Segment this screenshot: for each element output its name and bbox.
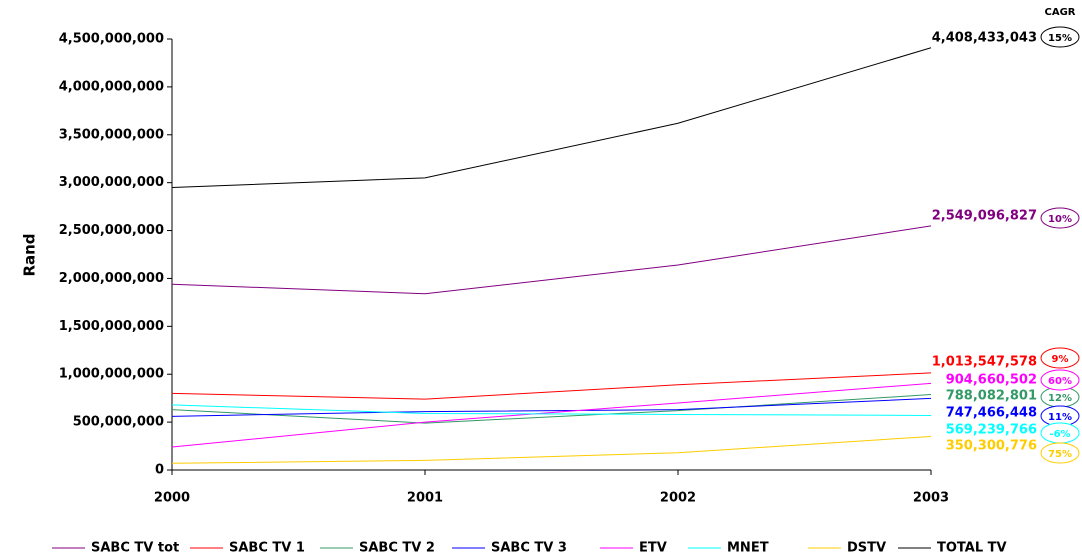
cagr-label: -6%: [1049, 429, 1070, 440]
legend-label: SABC TV 3: [491, 541, 567, 556]
cagr-label: 9%: [1052, 354, 1069, 365]
cagr-oval: [1040, 207, 1080, 229]
x-tick-label: 2002: [660, 491, 696, 506]
cagr-label: 60%: [1048, 376, 1072, 387]
y-tick-label: 4,000,000,000: [59, 79, 164, 94]
series-line: [171, 225, 932, 295]
x-tick-label: 2000: [154, 491, 190, 506]
y-tick-label: 4,500,000,000: [59, 32, 164, 47]
value-label: 788,082,801: [946, 389, 1037, 404]
cagr-label: 12%: [1048, 393, 1072, 404]
value-label: 1,013,547,578: [932, 355, 1037, 370]
x-tick-label: 2003: [913, 491, 949, 506]
value-label: 4,408,433,043: [932, 31, 1037, 46]
legend-label: MNET: [727, 541, 769, 556]
cagr-label: 11%: [1048, 412, 1072, 423]
value-label: 350,300,776: [946, 439, 1037, 454]
y-tick-label: 3,000,000,000: [59, 175, 164, 190]
value-label: 569,239,766: [946, 423, 1037, 438]
cagr-label: 10%: [1048, 214, 1072, 225]
legend-label: TOTAL TV: [937, 541, 1007, 556]
cagr-oval: [1040, 26, 1080, 48]
y-tick-label: 1,500,000,000: [59, 319, 164, 334]
y-tick-label: 2,500,000,000: [59, 223, 164, 238]
cagr-oval: [1040, 347, 1080, 369]
y-tick-label: 1,000,000,000: [59, 367, 164, 382]
cagr-oval: [1040, 442, 1080, 464]
series-line: [171, 397, 932, 417]
series-line: [171, 372, 932, 400]
cagr-oval: [1040, 369, 1080, 391]
y-axis-label: Rand: [21, 233, 39, 276]
x-tick-label: 2001: [407, 491, 443, 506]
series-line: [171, 404, 932, 416]
cagr-label: 75%: [1048, 449, 1072, 460]
value-label: 747,466,448: [946, 406, 1037, 421]
y-tick-label: 500,000,000: [73, 415, 164, 430]
series-line: [171, 47, 932, 188]
series-line: [171, 435, 932, 464]
cagr-label: 15%: [1048, 33, 1072, 44]
value-label: 904,660,502: [946, 373, 1037, 388]
y-tick-label: 2,000,000,000: [59, 271, 164, 286]
y-tick-label: 0: [155, 463, 164, 478]
legend-label: DSTV: [847, 541, 886, 556]
legend-label: ETV: [639, 541, 667, 556]
cagr-title: CAGR: [1045, 7, 1076, 18]
y-tick-label: 3,500,000,000: [59, 127, 164, 142]
value-label: 2,549,096,827: [932, 209, 1037, 224]
legend-label: SABC TV tot: [91, 541, 179, 556]
legend-label: SABC TV 2: [359, 541, 435, 556]
legend-label: SABC TV 1: [229, 541, 305, 556]
series-line: [171, 394, 932, 424]
series-line: [171, 382, 932, 448]
